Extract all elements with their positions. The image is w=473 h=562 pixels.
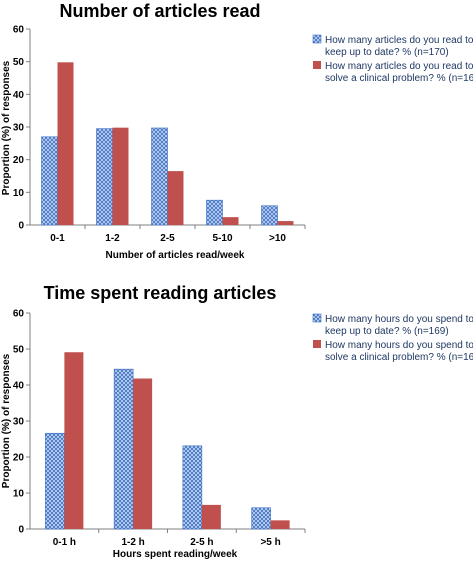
bar-series2-1 bbox=[133, 378, 153, 529]
x-tick-label: 2-5 h bbox=[190, 537, 213, 548]
x-tick-label: >10 bbox=[269, 233, 286, 244]
y-tick-label: 10 bbox=[13, 489, 25, 500]
y-tick-label: 20 bbox=[13, 453, 25, 464]
legend-label-series1: How many hours do you spend to bbox=[325, 314, 473, 325]
y-tick-label: 30 bbox=[13, 417, 25, 428]
y-tick-label: 30 bbox=[13, 123, 25, 134]
bar-series1-0 bbox=[41, 136, 58, 226]
chart-title: Number of articles read bbox=[59, 1, 260, 21]
bar-series1-3 bbox=[251, 507, 271, 530]
x-tick-label: 0-1 bbox=[50, 233, 65, 244]
y-tick-label: 40 bbox=[13, 90, 25, 101]
bar-series1-1 bbox=[113, 368, 134, 530]
bar-series2-3 bbox=[270, 520, 290, 529]
y-axis-label: Proportion (%) of responses bbox=[1, 353, 12, 488]
chart-title: Time spent reading articles bbox=[44, 283, 277, 303]
legend-label-series1: keep up to date? % (n=169) bbox=[325, 326, 449, 337]
bar-series1-1 bbox=[96, 128, 113, 226]
legend-label-series1: How many articles do you read to bbox=[325, 35, 473, 46]
legend-label-series1: keep up to date? % (n=170) bbox=[325, 47, 449, 58]
x-tick-label: 5-10 bbox=[212, 233, 232, 244]
time-spent-chart: Time spent reading articles Proportion (… bbox=[0, 281, 473, 562]
bar-series1-0 bbox=[45, 432, 65, 530]
bar-series2-2 bbox=[201, 504, 221, 529]
bar-series2-0 bbox=[57, 62, 74, 225]
legend-swatch-series2 bbox=[313, 340, 321, 348]
bar-series2-3 bbox=[222, 217, 239, 225]
bar-series1-2 bbox=[151, 127, 168, 226]
y-tick-label: 60 bbox=[13, 25, 25, 36]
x-axis-label: Number of articles read/week bbox=[106, 250, 245, 261]
x-axis-label: Hours spent reading/week bbox=[113, 549, 238, 560]
bar-series1-2 bbox=[182, 445, 203, 530]
x-tick-label: 0-1 h bbox=[53, 537, 76, 548]
y-tick-label: 40 bbox=[13, 381, 25, 392]
y-tick-label: 50 bbox=[13, 57, 25, 68]
x-tick-label: 2-5 bbox=[160, 233, 175, 244]
legend-swatch-series2 bbox=[313, 61, 321, 69]
bar-series1-4 bbox=[261, 205, 278, 226]
x-tick-label: 1-2 h bbox=[121, 537, 144, 548]
y-tick-label: 10 bbox=[13, 188, 25, 199]
bar-series2-0 bbox=[64, 352, 84, 529]
y-tick-label: 0 bbox=[18, 221, 24, 232]
y-tick-label: 50 bbox=[13, 345, 25, 356]
legend-swatch-series1 bbox=[312, 34, 322, 44]
x-tick-label: >5 h bbox=[260, 537, 280, 548]
bar-series2-1 bbox=[112, 127, 129, 225]
legend-label-series2: solve a clinical problem? % (n=164) bbox=[325, 73, 473, 84]
y-tick-label: 20 bbox=[13, 155, 25, 166]
y-axis-label: Proportion (%) of responses bbox=[1, 60, 12, 195]
y-tick-label: 60 bbox=[13, 309, 25, 320]
legend-swatch-series1 bbox=[312, 313, 322, 323]
legend-label-series2: solve a clinical problem? % (n=165) bbox=[325, 352, 473, 363]
bar-series2-2 bbox=[167, 171, 184, 225]
bar-series1-3 bbox=[206, 199, 223, 226]
bar-series2-4 bbox=[277, 221, 294, 225]
y-tick-label: 0 bbox=[18, 525, 24, 536]
legend-label-series2: How many articles do you read to bbox=[325, 61, 473, 72]
x-tick-label: 1-2 bbox=[105, 233, 120, 244]
articles-read-chart: Number of articles read Proportion (%) o… bbox=[1, 1, 473, 261]
legend-label-series2: How many hours do you spend to bbox=[325, 340, 473, 351]
